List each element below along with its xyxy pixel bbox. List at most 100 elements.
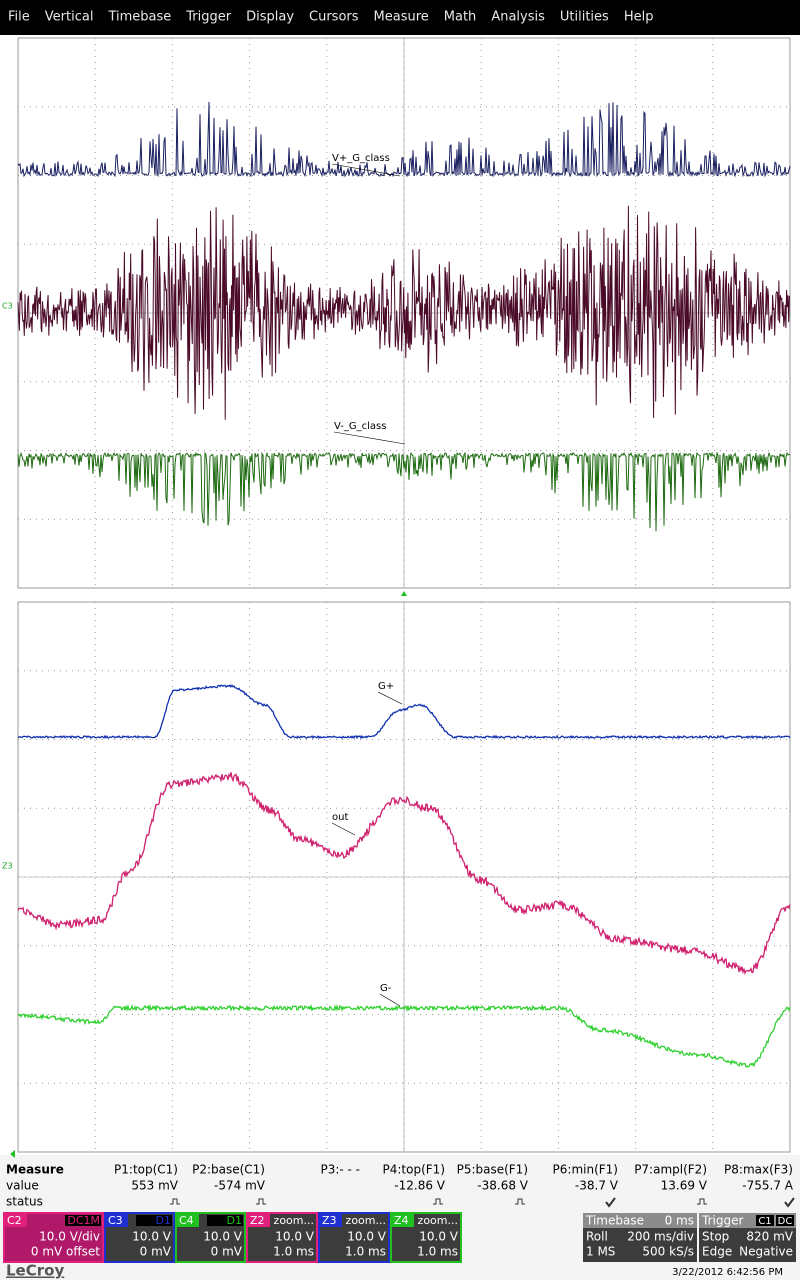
- channel-scale: 10.0 V: [203, 1230, 243, 1244]
- menu-item[interactable]: Cursors: [309, 10, 359, 25]
- trace: [17, 101, 791, 178]
- settings-val: Negative: [739, 1245, 793, 1259]
- trace: [17, 1003, 791, 1068]
- channel-id: Z3: [322, 1214, 337, 1227]
- settings-val: 500 kS/s: [642, 1245, 694, 1259]
- trace-label: G-: [380, 983, 392, 994]
- channel-offset: 0 mV: [211, 1245, 243, 1259]
- measure-name: P7:ampl(F2): [634, 1163, 707, 1177]
- label-leader: [331, 822, 356, 836]
- channel-badge: [5, 1214, 27, 1227]
- row-label: status: [6, 1195, 43, 1209]
- channel-id: C4: [179, 1214, 194, 1227]
- row-label: value: [6, 1179, 39, 1193]
- pulse-icon: [697, 1198, 707, 1205]
- menu-item[interactable]: Display: [246, 10, 294, 25]
- measure-value: 553 mV: [131, 1179, 178, 1193]
- status-icons: [170, 1197, 795, 1208]
- settings-title: Trigger: [701, 1214, 743, 1228]
- channel-mode: D1: [227, 1214, 242, 1227]
- menu-item[interactable]: File: [8, 10, 30, 25]
- channel-marker: Z3: [2, 862, 13, 871]
- settings-key: 1 MS: [586, 1245, 615, 1259]
- trigger-badge: [776, 1215, 794, 1226]
- channel-mode: DC1M: [67, 1214, 100, 1227]
- settings-key: Edge: [702, 1245, 732, 1259]
- label-leader: [333, 431, 406, 445]
- channel-badge: [106, 1214, 128, 1227]
- settings-key: Stop: [702, 1230, 729, 1244]
- trace-label: out: [332, 812, 348, 823]
- trace: [17, 684, 791, 740]
- check-icon: [605, 1197, 616, 1208]
- measure-value: -12.86 V: [394, 1179, 445, 1193]
- channel-mode: zoom...: [346, 1214, 386, 1227]
- channel-id: Z2: [250, 1214, 265, 1227]
- check-icon: [784, 1197, 795, 1208]
- trace: [17, 205, 790, 420]
- measure-name: P5:base(F1): [457, 1163, 528, 1177]
- channel-offset: 1.0 ms: [417, 1245, 458, 1259]
- settings-val: 820 mV: [746, 1230, 793, 1244]
- measure-name: P6:min(F1): [553, 1163, 618, 1177]
- measure-name: P3:- - -: [320, 1163, 360, 1177]
- trigger-marker: [401, 591, 407, 596]
- channel-mode: D1: [156, 1214, 171, 1227]
- trace-label: V-_G_class: [334, 421, 386, 432]
- pulse-icon: [515, 1198, 525, 1205]
- mode-badge: [136, 1215, 172, 1226]
- settings-val: 200 ms/div: [627, 1230, 694, 1244]
- menu-item[interactable]: Help: [624, 10, 654, 25]
- channel-scale: 10.0 V/div: [39, 1230, 100, 1244]
- menu-item[interactable]: Trigger: [185, 10, 231, 25]
- brand: LeCroy: [6, 1262, 64, 1280]
- trace-label: G+: [378, 681, 394, 692]
- menu-item[interactable]: Math: [444, 10, 477, 25]
- channel-offset: 0 mV: [140, 1245, 172, 1259]
- channel-offset: 1.0 ms: [273, 1245, 314, 1259]
- menu-item[interactable]: Analysis: [491, 10, 545, 25]
- settings-key: Roll: [586, 1230, 608, 1244]
- channel-badge: [248, 1214, 270, 1227]
- channel-marker: C3: [2, 302, 13, 311]
- measure-name: P4:top(F1): [383, 1163, 445, 1177]
- channel-scale: 10.0 V: [275, 1230, 315, 1244]
- measure-name: P1:top(C1): [114, 1163, 178, 1177]
- trigger-badge-text: DC: [778, 1216, 793, 1227]
- channel-badge: [392, 1214, 414, 1227]
- menu-item[interactable]: Utilities: [560, 10, 609, 25]
- menu-item[interactable]: Vertical: [45, 10, 94, 25]
- menu-item[interactable]: Timebase: [107, 10, 171, 25]
- channel-offset: 1.0 ms: [345, 1245, 386, 1259]
- measure-name: P2:base(C1): [192, 1163, 265, 1177]
- channel-scale: 10.0 V: [347, 1230, 387, 1244]
- measure-value: -38.68 V: [477, 1179, 528, 1193]
- channel-mode: zoom...: [274, 1214, 314, 1227]
- menu-item[interactable]: Measure: [374, 10, 429, 25]
- measure-value: -38.7 V: [575, 1179, 619, 1193]
- trace: [17, 451, 791, 532]
- measure-title: Measure: [6, 1163, 64, 1177]
- mode-badge: [207, 1215, 243, 1226]
- menu-bar: [0, 0, 800, 35]
- pulse-icon: [256, 1198, 266, 1205]
- channel-id: C3: [108, 1214, 123, 1227]
- settings-title: Timebase: [585, 1214, 644, 1228]
- trigger-badge-text: C1: [758, 1216, 771, 1227]
- channel-id: C2: [7, 1214, 22, 1227]
- trace-label: V+_G_class: [332, 153, 390, 164]
- channel-badge: [177, 1214, 199, 1227]
- label-leader: [379, 993, 401, 1007]
- measure-name: P8:max(F3): [724, 1163, 793, 1177]
- channel-mode: zoom...: [418, 1214, 458, 1227]
- channel-badge: [320, 1214, 342, 1227]
- settings-header: [583, 1213, 697, 1228]
- trigger-badge: [756, 1215, 774, 1226]
- mode-badge: [65, 1215, 101, 1226]
- pulse-icon: [433, 1198, 443, 1205]
- channel-scale: 10.0 V: [132, 1230, 172, 1244]
- trace: [17, 772, 791, 976]
- channel-scale: 10.0 V: [419, 1230, 459, 1244]
- channel-id: Z4: [394, 1214, 409, 1227]
